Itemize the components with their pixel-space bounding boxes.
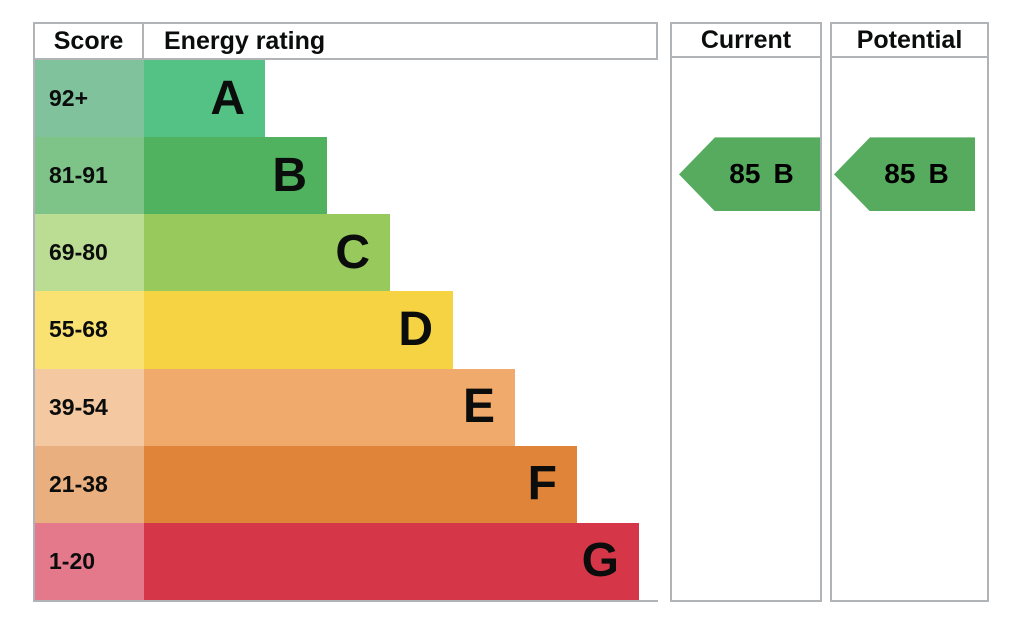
potential-rating-band: B	[928, 158, 949, 190]
band-row-f: 21-38 F	[35, 445, 658, 523]
rating-bar-d: D	[144, 291, 453, 369]
rating-bar-c: C	[144, 214, 390, 292]
band-row-c: 69-80 C	[35, 214, 658, 292]
potential-column-body: 85 B	[832, 58, 987, 600]
table-header-row: Score Energy rating	[35, 24, 658, 60]
potential-rating-value: 85	[884, 158, 916, 190]
band-row-a: 92+ A	[35, 60, 658, 138]
band-row-g: 1-20 G	[35, 522, 658, 600]
band-row-e: 39-54 E	[35, 368, 658, 446]
score-range-label: 55-68	[35, 291, 144, 369]
score-range-label: 39-54	[35, 368, 144, 446]
current-rating-arrow: 85 B	[679, 137, 820, 212]
score-range-label: 1-20	[35, 522, 144, 600]
current-rating-value: 85	[729, 158, 761, 190]
rating-bar-f: F	[144, 445, 577, 523]
band-row-d: 55-68 D	[35, 291, 658, 369]
score-range-label: 92+	[35, 60, 144, 138]
energy-rating-column-header: Energy rating	[164, 26, 326, 55]
score-range-label: 21-38	[35, 445, 144, 523]
band-row-b: 81-91 B	[35, 137, 658, 215]
current-rating-band: B	[773, 158, 794, 190]
score-range-label: 81-91	[35, 137, 144, 215]
rating-bar-a: A	[144, 60, 265, 138]
potential-column-header: Potential	[832, 24, 987, 58]
epc-bands-table: Score Energy rating 92+ A 81-91 B 69-80 …	[33, 22, 658, 602]
rating-bar-e: E	[144, 368, 515, 446]
current-column: Current 85 B	[670, 22, 822, 602]
score-range-label: 69-80	[35, 214, 144, 292]
rating-bar-g: G	[144, 522, 639, 600]
current-column-body: 85 B	[672, 58, 820, 600]
rating-bar-b: B	[144, 137, 327, 215]
current-column-header: Current	[672, 24, 820, 58]
rating-bands: 92+ A 81-91 B 69-80 C 55-68 D 39-54 E 21…	[35, 60, 658, 600]
potential-rating-arrow: 85 B	[834, 137, 975, 212]
potential-column: Potential 85 B	[830, 22, 989, 602]
score-column-header: Score	[35, 24, 144, 58]
